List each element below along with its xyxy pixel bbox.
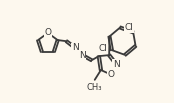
Text: Cl: Cl [125, 23, 134, 32]
Text: O: O [44, 28, 51, 37]
Text: N: N [79, 51, 86, 60]
Text: O: O [108, 70, 115, 79]
Text: CH₃: CH₃ [87, 83, 102, 92]
Text: N: N [113, 60, 120, 69]
Text: N: N [72, 43, 78, 52]
Text: Cl: Cl [99, 44, 108, 53]
